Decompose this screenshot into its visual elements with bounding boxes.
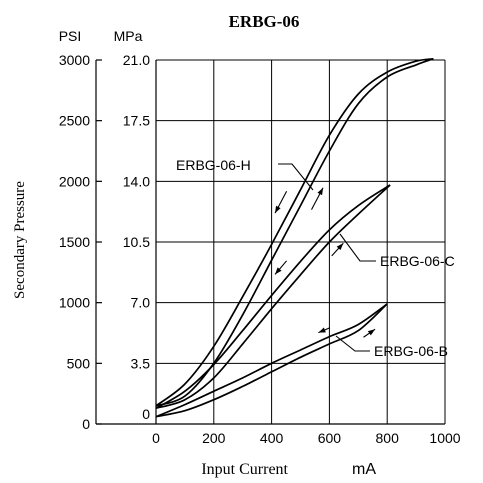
series-0-decrease-arrow-head	[275, 205, 281, 214]
curves	[155, 57, 434, 418]
x-tick-label: 600	[318, 430, 342, 446]
mpa-tick-label: 3.5	[131, 355, 151, 371]
series-2-increasing-curve	[155, 303, 388, 418]
series-1-increasing-curve	[155, 184, 391, 410]
series-1-decreasing-curve	[155, 184, 391, 409]
series-1-label: ERBG-06-C	[380, 253, 455, 269]
chart-title: ERBG-06	[229, 12, 300, 31]
tick-labels: 05001000150020002500300003.57.010.514.01…	[59, 52, 461, 446]
series-0-leader-line	[278, 163, 314, 191]
series-1-decrease-arrow	[274, 260, 288, 275]
x-tick-label: 1000	[429, 430, 460, 446]
psi-tick-label: 2500	[59, 113, 90, 129]
grid	[156, 59, 446, 424]
psi-tick-label: 1500	[59, 234, 90, 250]
y-left-unit: PSI	[59, 28, 82, 44]
psi-tick-label: 1000	[59, 295, 90, 311]
series-0-increase-arrow-head	[317, 187, 324, 196]
psi-tick-label: 0	[82, 416, 90, 432]
series-2-increase-arrow	[363, 328, 376, 338]
series-2-leader-line	[335, 335, 370, 352]
series-1-decrease-arrow-head	[275, 267, 282, 275]
series-1-increase-arrow	[331, 242, 344, 257]
series-2-increase-arrow-head	[367, 329, 376, 336]
series-0-increasing-curve	[155, 57, 434, 407]
mpa-tick-label: 17.5	[123, 113, 150, 129]
series-1-increase-arrow-head	[336, 243, 344, 251]
series-1-leader-line	[339, 233, 376, 262]
series-0-increase-arrow	[311, 187, 324, 210]
series-0-decrease-arrow	[274, 191, 288, 214]
series-2-decrease-arrow-head	[318, 327, 326, 333]
axes	[95, 59, 445, 425]
x-axis-label: Input Current	[201, 461, 288, 478]
series-2-label: ERBG-06-B	[374, 343, 448, 359]
psi-tick-label: 500	[67, 355, 91, 371]
x-axis-unit: mA	[352, 461, 376, 478]
x-tick-label: 400	[260, 430, 284, 446]
series-2-decreasing-curve	[155, 303, 388, 418]
mpa-tick-label: 21.0	[123, 52, 150, 68]
y-axis-label: Secondary Pressure	[12, 181, 28, 299]
series-2-decrease-arrow	[318, 327, 331, 334]
mpa-tick-label: 7.0	[131, 295, 151, 311]
psi-tick-label: 2000	[59, 173, 90, 189]
y-right-unit: MPa	[114, 28, 143, 44]
psi-tick-label: 3000	[59, 52, 90, 68]
x-tick-label: 0	[152, 430, 160, 446]
mpa-tick-label: 10.5	[123, 234, 150, 250]
mpa-tick-label: 0	[142, 406, 150, 422]
mpa-tick-label: 14.0	[123, 173, 150, 189]
series-0-label: ERBG-06-H	[176, 157, 251, 173]
x-tick-label: 800	[376, 430, 400, 446]
series-labels: ERBG-06-H ERBG-06-C ERBG-06-B	[176, 157, 455, 359]
series-0-decreasing-curve	[155, 57, 434, 407]
x-tick-label: 200	[202, 430, 226, 446]
